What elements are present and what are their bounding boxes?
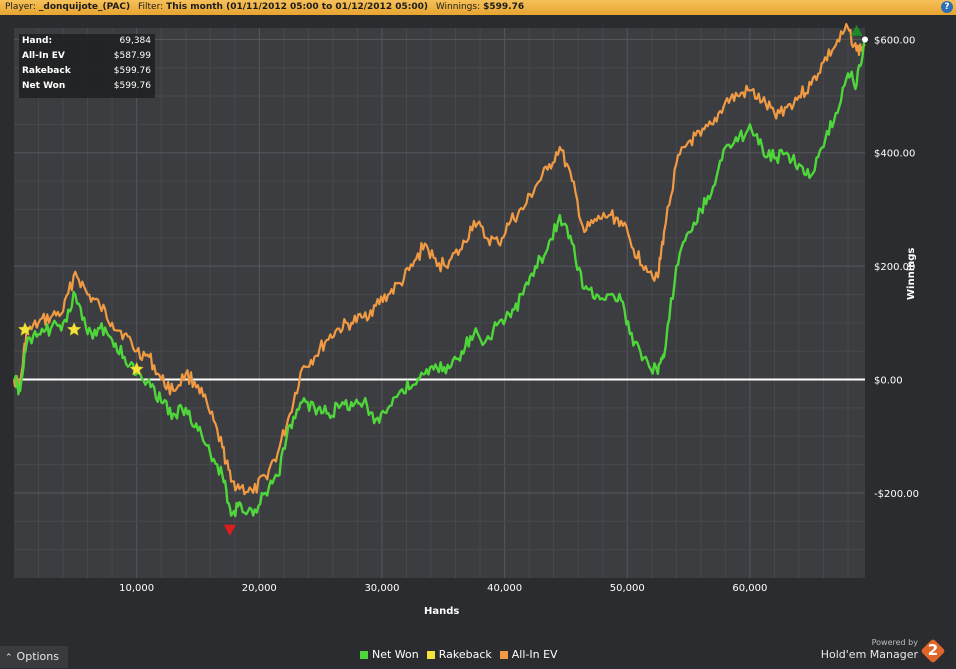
legend-swatch: [360, 650, 368, 659]
stat-row-net-won: Net Won $599.76: [19, 79, 155, 94]
player-label: Player:: [5, 2, 36, 12]
stat-value: 69,384: [119, 36, 152, 46]
y-tick-label: -$200.00: [874, 489, 919, 500]
filter-label: Filter:: [137, 2, 164, 12]
series-lines: [12, 22, 867, 518]
plot-area: [14, 28, 865, 578]
stat-label: Rakeback: [22, 66, 71, 76]
y-tick-label: $0.00: [874, 376, 903, 387]
y-tick-label: $600.00: [874, 35, 915, 46]
all-in-ev-line: [12, 22, 866, 496]
x-tick-label: 20,000: [242, 583, 277, 594]
brand-name: Hold'em Manager: [820, 648, 918, 661]
x-axis-ticks: 10,000 20,000 30,000 40,000 50,000 60,000: [119, 583, 767, 594]
y-axis-title: Winnings: [906, 247, 917, 300]
chevron-up-icon: ⌃: [5, 653, 13, 663]
filter-value: This month (01/11/2012 05:00 to 01/12/20…: [166, 2, 428, 12]
end-point-marker: [862, 36, 868, 43]
x-tick-label: 40,000: [487, 583, 522, 594]
chart-legend: Net Won Rakeback All-In EV: [360, 648, 558, 661]
stat-value: $599.76: [113, 66, 151, 76]
chart-markers: [17, 24, 868, 536]
legend-swatch: [499, 650, 508, 659]
y-tick-label: $200.00: [874, 262, 915, 273]
legend-label: Rakeback: [438, 648, 492, 661]
winnings-value: $599.76: [483, 2, 525, 12]
y-axis-ticks: -$200.00 $0.00 $200.00 $400.00 $600.00: [874, 35, 919, 500]
rakeback-star-marker: [129, 361, 144, 376]
rakeback-star-marker: [17, 321, 33, 336]
powered-by-text: Powered by: [871, 638, 918, 647]
legend-label: All-In EV: [511, 648, 558, 661]
stat-row-allin-ev: All-In EV $587.99: [19, 49, 155, 64]
x-tick-label: 50,000: [610, 583, 645, 594]
legend-item-all-in-ev[interactable]: All-In EV: [499, 648, 558, 661]
max-marker: [850, 24, 863, 36]
x-axis-title: Hands: [424, 606, 460, 617]
stat-label: Hand:: [22, 36, 53, 46]
stats-box: Hand: 69,384 All-In EV $587.99 Rakeback $59…: [19, 34, 155, 98]
legend-item-net-won[interactable]: Net Won: [360, 648, 419, 661]
brand-logo-number: 2: [927, 641, 939, 659]
stat-value: $587.99: [113, 51, 151, 61]
stat-label: Net Won: [22, 81, 66, 91]
x-tick-label: 30,000: [364, 583, 399, 594]
stat-value: $599.76: [113, 81, 151, 91]
player-value: _donquijote_(PAC): [38, 2, 131, 12]
grid-lines: [14, 28, 865, 578]
stat-label: All-In EV: [22, 51, 65, 61]
min-marker: [223, 524, 236, 536]
stat-row-hand: Hand: 69,384: [19, 34, 155, 49]
winnings-label: Winnings:: [435, 2, 481, 12]
x-tick-label: 10,000: [119, 583, 154, 594]
x-tick-label: 60,000: [732, 583, 767, 594]
net-won-line: [13, 39, 867, 518]
help-icon[interactable]: ?: [941, 1, 953, 13]
options-button[interactable]: ⌃ Options: [0, 646, 68, 668]
rakeback-star-marker: [66, 321, 82, 336]
stat-row-rakeback: Rakeback $599.76: [19, 64, 155, 79]
y-tick-label: $400.00: [874, 149, 915, 160]
legend-label: Net Won: [372, 648, 419, 661]
header-bar: Player: _donquijote_(PAC) Filter: This mon…: [0, 0, 956, 15]
legend-item-rakeback[interactable]: Rakeback: [426, 648, 492, 661]
options-label: Options: [16, 650, 59, 663]
legend-swatch: [426, 650, 435, 659]
